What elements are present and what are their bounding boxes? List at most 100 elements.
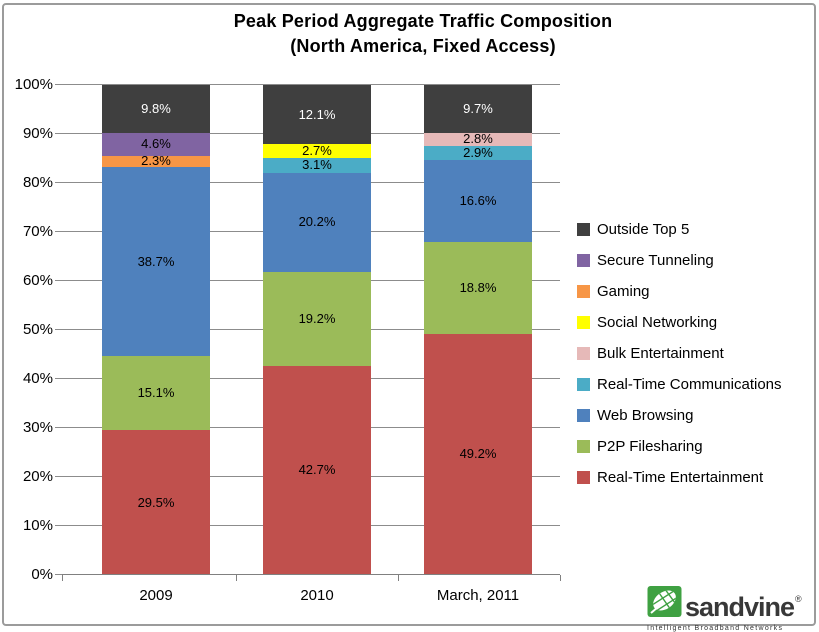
bar-segment-real-time-entertainment: 29.5% [102,430,210,575]
y-axis-label-30: 30% [22,419,53,436]
legend-item-gaming: Gaming [577,282,782,300]
bar-march-2011: 49.2% 18.8% 16.6% 2.9% 2.8% 9.7% [424,85,532,575]
legend-label-bulk-entertainment: Bulk Entertainment [597,344,724,362]
bar-segment-social-networking: 2.7% [263,142,371,158]
data-label-social-networking: 2.7% [302,142,332,158]
x-axis-tick [398,575,399,581]
y-axis-tick [55,182,62,183]
legend-swatch-real-time-entertainment [577,470,590,484]
data-label-p2p-filesharing: 15.1% [137,385,175,401]
data-label-real-time-entertainment: 42.7% [298,462,336,478]
y-axis-label-40: 40% [22,370,53,387]
bar-segment-outside-top-5: 9.8% [102,85,210,134]
bar-segment-outside-top-5: 12.1% [263,85,371,145]
data-label-secure-tunneling: 4.6% [141,136,171,152]
legend-item-p2p-filesharing: P2P Filesharing [577,437,782,455]
x-axis-label-2009: 2009 [139,587,173,604]
y-axis-label-50: 50% [22,321,53,338]
data-label-real-time-communications: 2.9% [463,145,493,161]
data-label-outside-top-5: 9.7% [463,100,493,116]
y-axis-label-0: 0% [31,566,53,583]
legend-label-social-networking: Social Networking [597,313,718,331]
bar-segment-secure-tunneling: 4.6% [102,133,210,156]
legend-swatch-social-networking [577,315,590,329]
y-axis-tick [55,525,62,526]
legend-swatch-outside-top-5 [577,222,590,236]
x-axis-tick [62,575,63,581]
sandvine-wordmark: sandvine® [685,592,802,622]
legend-item-outside-top-5: Outside Top 5 [577,220,782,238]
sandvine-tagline: Intelligent Broadband Networks [647,625,784,632]
legend-label-secure-tunneling: Secure Tunneling [597,251,714,269]
legend-item-real-time-communications: Real-Time Communications [577,375,782,393]
x-axis-line [62,574,560,575]
y-axis-tick [55,133,62,134]
bar-segment-p2p-filesharing: 18.8% [424,241,532,334]
legend-swatch-secure-tunneling [577,253,590,267]
legend-label-real-time-entertainment: Real-Time Entertainment [597,468,764,486]
data-label-web-browsing: 16.6% [459,193,497,209]
chart-title-line2: (North America, Fixed Access) [290,36,556,56]
bar-segment-real-time-entertainment: 49.2% [424,333,532,575]
data-label-bulk-entertainment: 2.8% [463,131,493,147]
legend-label-outside-top-5: Outside Top 5 [597,220,690,238]
legend-swatch-gaming [577,284,590,298]
y-axis-tick [55,574,62,575]
data-label-gaming: 2.3% [141,153,171,169]
x-axis-tick [560,575,561,581]
y-axis-label-60: 60% [22,272,53,289]
legend-swatch-web-browsing [577,408,590,422]
legend: Outside Top 5 Secure Tunneling Gaming Socia… [577,220,782,499]
data-label-web-browsing: 20.2% [298,214,336,230]
y-axis-tick [55,84,62,85]
data-label-p2p-filesharing: 19.2% [298,310,336,326]
bar-segment-bulk-entertainment: 2.8% [424,131,532,147]
y-axis-tick [55,378,62,379]
chart-title: Peak Period Aggregate Traffic Compositio… [27,9,819,59]
bar-segment-p2p-filesharing: 19.2% [263,271,371,366]
y-axis-label-80: 80% [22,174,53,191]
y-axis-tick [55,476,62,477]
legend-swatch-bulk-entertainment [577,346,590,360]
x-axis-label-march-2011: March, 2011 [436,587,520,604]
legend-swatch-real-time-communications [577,377,590,391]
legend-item-social-networking: Social Networking [577,313,782,331]
legend-label-p2p-filesharing: P2P Filesharing [597,437,703,455]
bar-segment-real-time-communications: 2.9% [424,145,532,161]
data-label-real-time-entertainment: 49.2% [459,446,497,462]
gridline-100% [62,84,560,85]
bar-2010: 42.7% 19.2% 20.2% 3.1% 2.7% 12.1% [263,85,371,575]
legend-item-bulk-entertainment: Bulk Entertainment [577,344,782,362]
legend-swatch-p2p-filesharing [577,439,590,453]
data-label-outside-top-5: 12.1% [298,106,336,122]
y-axis-label-10: 10% [22,517,53,534]
bar-segment-real-time-entertainment: 42.7% [263,365,371,575]
bar-2009: 29.5% 15.1% 38.7% 2.3% 4.6% 9.8% [102,85,210,575]
legend-label-gaming: Gaming [597,282,650,300]
legend-label-web-browsing: Web Browsing [597,406,694,424]
legend-item-secure-tunneling: Secure Tunneling [577,251,782,269]
legend-item-web-browsing: Web Browsing [577,406,782,424]
registered-trademark-symbol: ® [795,594,802,604]
y-axis-label-100: 100% [14,76,53,93]
legend-item-real-time-entertainment: Real-Time Entertainment [577,468,782,486]
x-axis-label-2010: 2010 [300,587,334,604]
bar-segment-web-browsing: 38.7% [102,166,210,357]
data-label-web-browsing: 38.7% [137,253,175,269]
y-axis-tick [55,280,62,281]
sandvine-logo: sandvine® Intelligent Broadband Networks [647,583,815,632]
y-axis-tick [55,427,62,428]
y-axis-tick [55,329,62,330]
y-axis-label-90: 90% [22,125,53,142]
legend-label-real-time-communications: Real-Time Communications [597,375,782,393]
bar-segment-gaming: 2.3% [102,153,210,169]
sandvine-leaf-icon [647,585,682,623]
data-label-p2p-filesharing: 18.8% [459,279,497,295]
bar-segment-web-browsing: 16.6% [424,160,532,242]
bar-segment-outside-top-5: 9.7% [424,85,532,133]
plot-area: 29.5% 15.1% 38.7% 2.3% 4.6% 9.8% 42.7% 19.2% 20.… [55,84,561,581]
bar-segment-real-time-communications: 3.1% [263,157,371,173]
y-axis-label-70: 70% [22,223,53,240]
bar-segment-web-browsing: 20.2% [263,172,371,272]
